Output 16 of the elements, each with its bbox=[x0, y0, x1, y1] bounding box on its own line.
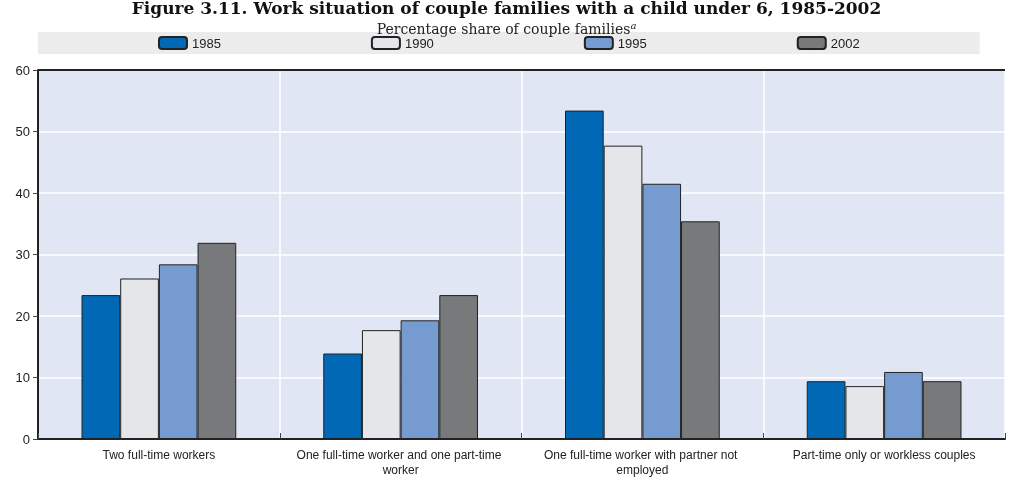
y-tick-label: 10 bbox=[15, 370, 30, 385]
legend-label: 1985 bbox=[192, 35, 221, 51]
y-tick-label: 40 bbox=[15, 185, 30, 201]
legend-label: 1995 bbox=[617, 35, 647, 51]
y-tick-label: 60 bbox=[15, 62, 30, 78]
x-tick-label: Two full-time workers bbox=[102, 447, 216, 462]
x-tick-label: Part-time only or workless couples bbox=[792, 447, 976, 462]
y-tick-label: 50 bbox=[15, 124, 30, 139]
y-tick-label: 0 bbox=[22, 431, 30, 447]
y-tick-label: 20 bbox=[15, 308, 30, 324]
chart-title: Figure 3.11. Work situation of couple families with a child under 6, 1985-2002 bbox=[131, 0, 882, 18]
x-tick-label: One full-time worker with partner not employed bbox=[544, 447, 741, 477]
x-tick-label: One full-time worker and one part-time worker bbox=[296, 447, 505, 477]
y-tick-label: 30 bbox=[15, 247, 30, 262]
legend-label: 1990 bbox=[404, 35, 434, 51]
legend-label: 2002 bbox=[830, 35, 860, 51]
